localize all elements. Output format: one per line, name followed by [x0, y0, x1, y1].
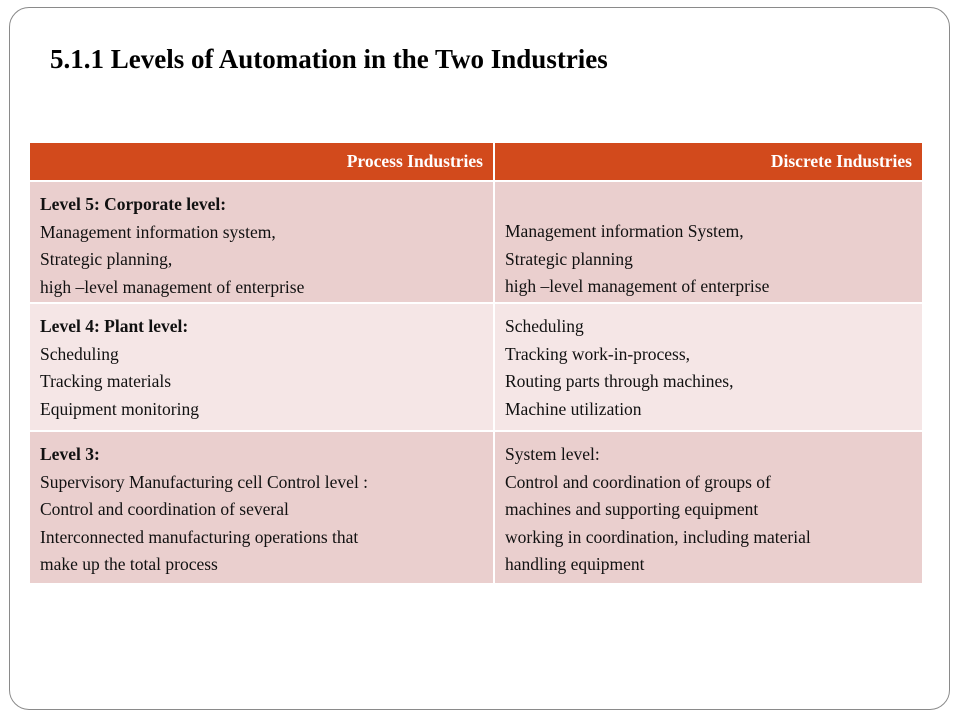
cell-line: Interconnected manufacturing operations …: [40, 526, 359, 547]
cell-line: Routing parts through machines,: [505, 371, 734, 391]
cell-line: high –level management of enterprise: [40, 276, 305, 297]
cell-line: Machine utilization: [505, 398, 642, 419]
cell-line: Scheduling: [505, 316, 584, 336]
cell-line: Strategic planning: [505, 248, 633, 269]
header-discrete-industries: Discrete Industries: [493, 143, 922, 181]
cell-line: handling equipment: [505, 554, 645, 574]
cell-line: Scheduling: [40, 343, 119, 364]
cell-line: working in coordination, including mater…: [505, 526, 811, 547]
slide-title: 5.1.1 Levels of Automation in the Two In…: [50, 44, 608, 74]
process-cell-level-3: Level 3: Supervisory Manufacturing cell …: [30, 431, 494, 583]
cell-line: Strategic planning,: [40, 249, 173, 269]
process-cell-level-4: Level 4: Plant level: Scheduling Trackin…: [30, 303, 494, 431]
table-header-row: Process Industries Discrete Industries: [30, 143, 922, 181]
cell-line: Management information system,: [40, 221, 276, 242]
table-row: Level 5: Corporate level: Management inf…: [30, 181, 922, 303]
cell-line: Tracking work-in-process,: [505, 343, 691, 364]
cell-line: Tracking materials: [40, 371, 172, 391]
discrete-cell-level-5: Management information System, Strategic…: [493, 181, 922, 303]
cell-line: Management information System,: [505, 221, 744, 241]
cell-line: Control and coordination of several: [40, 499, 289, 519]
cell-line: Equipment monitoring: [40, 398, 199, 419]
cell-line: make up the total process: [40, 554, 218, 574]
table-row: Level 3: Supervisory Manufacturing cell …: [30, 431, 922, 583]
discrete-cell-level-4: Scheduling Tracking work-in-process, Rou…: [493, 303, 922, 431]
table-row: Level 4: Plant level: Scheduling Trackin…: [30, 303, 922, 431]
header-process-industries: Process Industries: [30, 143, 494, 181]
cell-heading: Level 5: Corporate level:: [40, 194, 227, 214]
cell-line: Control and coordination of groups of: [505, 471, 771, 492]
comparison-table: Process Industries Discrete Industries L…: [30, 143, 922, 583]
cell-line: System level:: [505, 444, 600, 464]
cell-heading: Level 3:: [40, 444, 100, 464]
process-cell-level-5: Level 5: Corporate level: Management inf…: [30, 181, 494, 303]
cell-line: machines and supporting equipment: [505, 499, 759, 519]
discrete-cell-level-3: System level: Control and coordination o…: [493, 431, 922, 583]
cell-line: Supervisory Manufacturing cell Control l…: [40, 471, 369, 492]
cell-line: high –level management of enterprise: [505, 276, 770, 296]
cell-heading: Level 4: Plant level:: [40, 316, 189, 336]
